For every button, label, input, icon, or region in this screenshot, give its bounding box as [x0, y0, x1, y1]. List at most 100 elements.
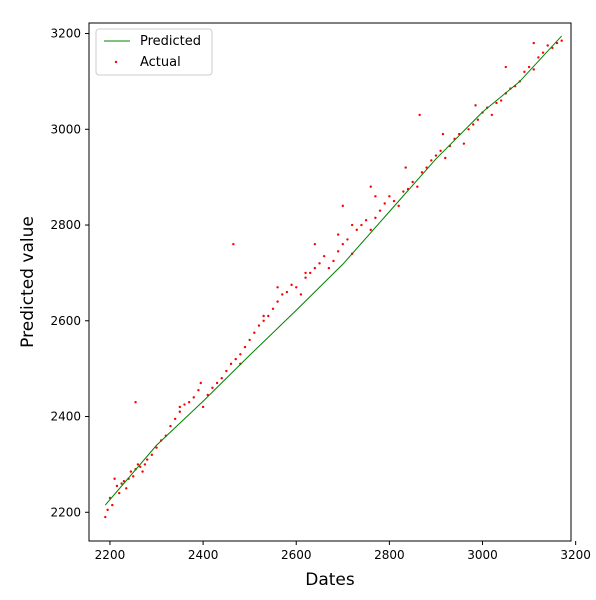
actual-point	[392, 199, 396, 203]
actual-point	[341, 204, 345, 208]
legend-label-actual: Actual	[140, 55, 181, 70]
actual-point	[150, 453, 154, 457]
actual-point	[355, 228, 358, 232]
actual-point	[239, 353, 242, 356]
actual-point	[122, 479, 126, 483]
actual-point	[271, 307, 275, 311]
actual-point	[472, 123, 475, 126]
actual-point	[304, 276, 307, 279]
actual-point	[304, 271, 307, 275]
actual-point	[290, 283, 293, 287]
actual-point	[129, 470, 133, 473]
actual-point	[143, 463, 147, 466]
x-tick-label: 2400	[188, 548, 219, 562]
actual-point	[378, 209, 382, 212]
y-tick-label: 2400	[50, 410, 81, 424]
actual-point	[499, 99, 503, 102]
actual-point	[397, 204, 400, 208]
actual-point	[341, 242, 345, 246]
actual-point	[402, 190, 405, 193]
actual-point	[243, 345, 247, 349]
legend-point-swatch	[114, 60, 118, 64]
actual-point	[106, 508, 109, 512]
actual-point	[332, 259, 335, 263]
actual-point	[225, 369, 228, 373]
actual-point	[327, 266, 331, 270]
actual-point	[215, 381, 219, 385]
actual-point	[118, 491, 121, 495]
actual-point	[169, 424, 172, 428]
actual-point	[313, 266, 317, 270]
x-tick-label: 3000	[467, 548, 498, 562]
actual-point	[555, 41, 559, 45]
actual-point	[187, 400, 191, 404]
actual-point	[418, 113, 421, 117]
actual-point	[490, 113, 494, 117]
actual-point	[404, 166, 407, 169]
actual-point	[364, 219, 368, 222]
actual-point	[134, 400, 137, 404]
actual-point	[136, 463, 140, 466]
actual-point	[467, 128, 470, 131]
actual-point	[276, 286, 279, 289]
actual-point	[192, 396, 195, 399]
actual-point	[281, 293, 284, 296]
actual-point	[374, 216, 377, 220]
actual-point	[262, 314, 265, 318]
actual-point	[201, 405, 205, 409]
predicted-line	[104, 35, 563, 506]
actual-point	[267, 314, 270, 318]
actual-point	[178, 405, 182, 409]
data-marks	[104, 35, 563, 519]
actual-point	[388, 195, 391, 198]
actual-point	[318, 262, 321, 265]
actual-point	[360, 223, 363, 227]
actual-point	[369, 228, 372, 232]
actual-point	[155, 446, 158, 449]
y-tick-label: 2800	[50, 218, 81, 232]
actual-point	[276, 300, 279, 303]
x-tick-label: 3200	[560, 548, 591, 562]
actual-point	[234, 357, 237, 361]
actual-point	[416, 185, 419, 188]
actual-point	[322, 254, 326, 258]
actual-point	[495, 101, 498, 105]
actual-point	[527, 65, 531, 69]
actual-point	[104, 515, 107, 519]
actual-point	[113, 477, 116, 480]
x-tick-label: 2600	[281, 548, 312, 562]
actual-point	[434, 154, 438, 157]
actual-point	[439, 149, 442, 153]
actual-point	[285, 290, 289, 294]
actual-point	[211, 386, 214, 389]
x-tick-label: 2800	[374, 548, 405, 562]
actual-point	[441, 132, 445, 136]
y-tick-label: 2200	[50, 505, 81, 519]
x-tick-label: 2200	[95, 548, 126, 562]
actual-point	[173, 417, 177, 421]
actual-point	[253, 331, 256, 334]
actual-point	[430, 159, 433, 162]
legend: Predicted Actual	[95, 28, 213, 76]
actual-point	[336, 250, 340, 253]
actual-point	[504, 65, 507, 69]
actual-point	[369, 185, 372, 188]
actual-point	[299, 293, 303, 296]
y-tick-label: 3200	[50, 27, 81, 41]
axis-ticks: 2200 2400 2600 2800 3000 3200 2200 2400 2600 2800…	[50, 27, 590, 562]
actual-point	[146, 458, 149, 461]
actual-point	[248, 338, 251, 342]
actual-point	[374, 195, 377, 198]
actual-point	[383, 202, 386, 205]
actual-point	[220, 377, 223, 380]
actual-point	[229, 362, 233, 366]
legend-label-predicted: Predicted	[140, 34, 201, 49]
actual-point	[120, 482, 123, 485]
actual-point	[313, 242, 317, 246]
actual-point	[532, 41, 535, 45]
actual-point	[523, 70, 526, 74]
y-tick-label: 2600	[50, 314, 81, 328]
actual-point	[546, 44, 549, 47]
actual-point	[462, 142, 466, 145]
actual-point	[197, 389, 200, 392]
